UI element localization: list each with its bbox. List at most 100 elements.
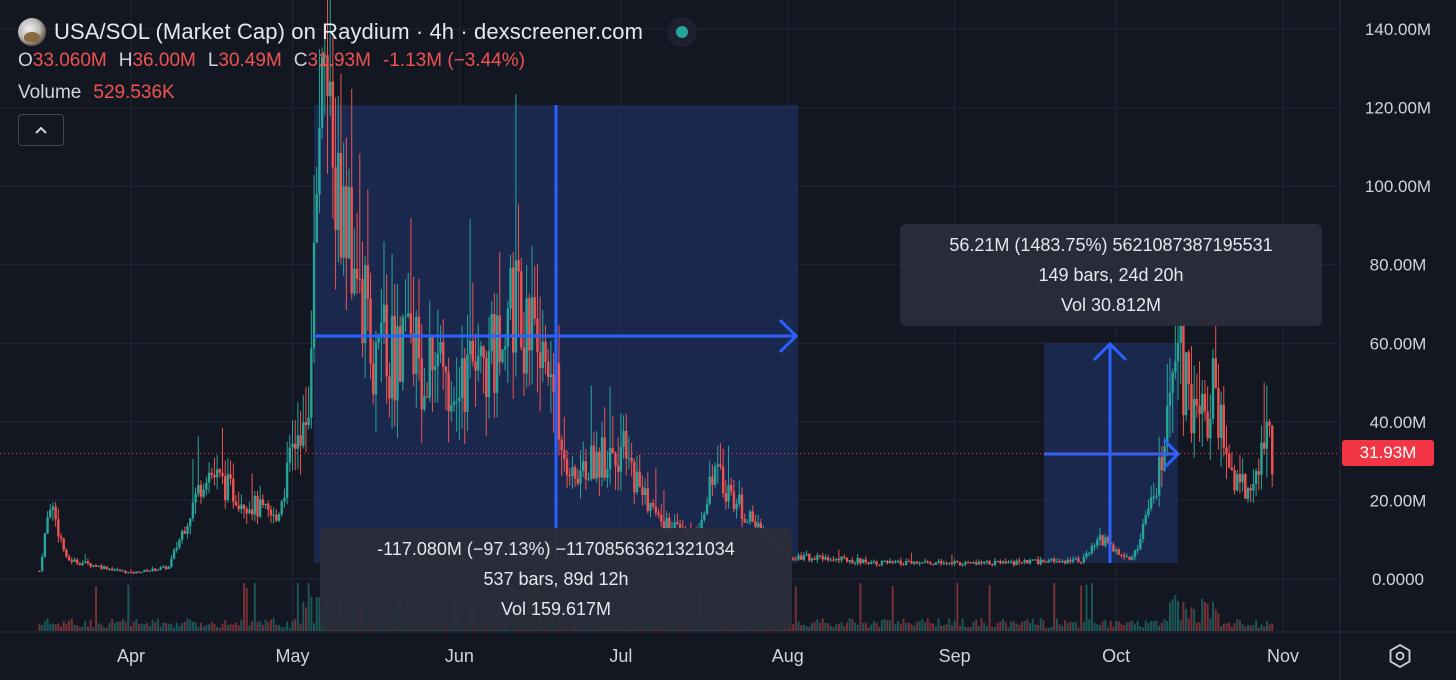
ohlc-values: O 33.060M H 36.00M L 30.49M C 31.93M -1.13M … bbox=[18, 50, 697, 72]
candle-body bbox=[463, 358, 466, 412]
volume-bar bbox=[1230, 626, 1233, 631]
volume-bar bbox=[1228, 622, 1231, 631]
volume-bar bbox=[837, 623, 840, 631]
volume-bar bbox=[1144, 620, 1147, 631]
candle-body bbox=[143, 569, 146, 572]
candle-body bbox=[808, 553, 811, 561]
volume-bar bbox=[1109, 620, 1112, 631]
candle-body bbox=[1174, 361, 1177, 373]
volume-bar bbox=[95, 586, 98, 631]
time-axis[interactable]: Apr May Jun Jul Aug Sep Oct Nov bbox=[117, 646, 1299, 666]
candle-body bbox=[616, 465, 620, 472]
candle-body bbox=[409, 313, 413, 334]
volume-bar bbox=[291, 620, 294, 631]
volume-bar bbox=[932, 623, 935, 631]
volume-bar bbox=[62, 621, 65, 631]
candle-body bbox=[1090, 545, 1094, 554]
candle-body bbox=[452, 401, 456, 405]
volume-bar bbox=[1034, 624, 1037, 631]
candle-body bbox=[369, 298, 372, 364]
volume-bar bbox=[1233, 623, 1236, 631]
candle-body bbox=[1053, 558, 1056, 562]
price-axis[interactable]: 140.00M 120.00M 100.00M 80.00M 60.00M 40.00M 2… bbox=[1365, 20, 1431, 589]
candle-body bbox=[253, 495, 257, 515]
candle-body bbox=[1104, 537, 1107, 546]
volume-bar bbox=[827, 623, 830, 631]
open-value: 33.060M bbox=[32, 50, 107, 71]
candle-body bbox=[86, 561, 90, 564]
volume-bar bbox=[1187, 618, 1190, 631]
volume-bar bbox=[1252, 625, 1255, 631]
candle-body bbox=[869, 562, 873, 564]
candle-body bbox=[331, 81, 335, 168]
volume-bar bbox=[1085, 584, 1088, 631]
candle-body bbox=[62, 538, 65, 551]
volume-bar bbox=[1217, 613, 1220, 631]
measure-info-left: -117.080M (−97.13%) −11708563621321034 5… bbox=[320, 528, 792, 630]
candle-body bbox=[899, 560, 902, 565]
candle-body bbox=[1136, 549, 1139, 551]
volume-bar bbox=[130, 626, 132, 631]
candle-body bbox=[1171, 372, 1174, 393]
volume-bar bbox=[65, 623, 68, 631]
candle-body bbox=[315, 194, 318, 243]
volume-bar bbox=[243, 583, 246, 631]
candle-body bbox=[886, 560, 889, 564]
volume-bar bbox=[1271, 623, 1274, 631]
candle-body bbox=[678, 524, 682, 528]
candle-body bbox=[945, 563, 948, 565]
volume-bar bbox=[1015, 623, 1018, 631]
candle-body bbox=[1085, 553, 1088, 558]
candle-body bbox=[1254, 471, 1258, 484]
collapse-legend-button[interactable] bbox=[18, 114, 64, 146]
candle-body bbox=[261, 499, 265, 506]
volume-bar bbox=[286, 621, 289, 631]
candle-body bbox=[512, 267, 515, 353]
candle-body bbox=[1214, 358, 1217, 389]
candle-body bbox=[552, 374, 555, 393]
volume-bar bbox=[1004, 621, 1007, 631]
live-status-dot-icon[interactable] bbox=[667, 17, 698, 47]
volume-bar bbox=[969, 626, 972, 631]
candle-body bbox=[234, 501, 238, 506]
candle-body bbox=[116, 569, 119, 571]
candle-body bbox=[1141, 524, 1145, 539]
candle-body bbox=[377, 335, 380, 343]
candle-body bbox=[573, 467, 577, 479]
candle-body bbox=[479, 346, 483, 356]
candle-body bbox=[517, 260, 520, 272]
candle-body bbox=[791, 557, 795, 560]
volume-bar bbox=[189, 619, 192, 631]
volume-bar bbox=[835, 624, 838, 631]
candle-body bbox=[867, 562, 870, 564]
volume-bar bbox=[43, 621, 46, 631]
candle-body bbox=[904, 561, 908, 565]
candle-body bbox=[977, 561, 981, 565]
candle-body bbox=[810, 558, 814, 561]
candle-body bbox=[1244, 474, 1247, 499]
measure-left-volume: Vol 159.617M bbox=[500, 599, 612, 619]
candle-body bbox=[417, 316, 421, 359]
candle-body bbox=[649, 502, 652, 511]
volume-bar bbox=[264, 619, 267, 631]
candle-body bbox=[207, 472, 211, 483]
volume-bar bbox=[288, 627, 291, 631]
candle-body bbox=[1157, 456, 1161, 496]
volume-bar bbox=[945, 624, 948, 631]
candle-body bbox=[587, 478, 590, 480]
volume-bar bbox=[985, 626, 988, 631]
candle-body bbox=[450, 404, 453, 412]
volume-bar bbox=[216, 626, 219, 631]
chart-settings-button[interactable] bbox=[1384, 640, 1416, 672]
candle-body bbox=[1114, 549, 1118, 552]
candle-body bbox=[323, 55, 326, 57]
volume-bar bbox=[304, 607, 307, 631]
candle-body bbox=[310, 348, 313, 418]
candle-body bbox=[797, 555, 800, 560]
candle-body bbox=[665, 517, 668, 531]
candle-body bbox=[528, 298, 531, 351]
candle-body bbox=[353, 268, 356, 294]
candle-body bbox=[598, 451, 601, 478]
volume-bar bbox=[808, 626, 811, 631]
